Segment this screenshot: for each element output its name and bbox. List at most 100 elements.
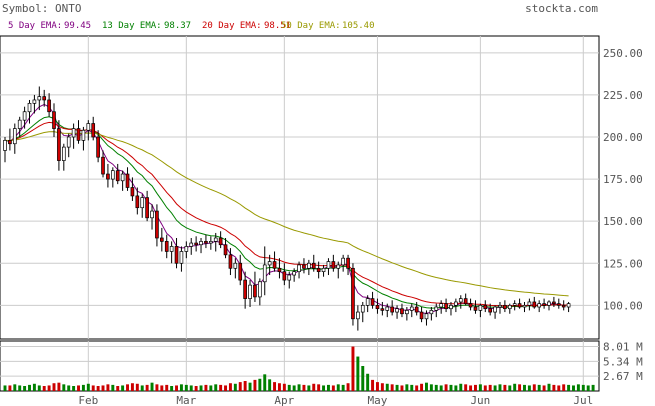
volume-bar <box>204 384 208 391</box>
volume-bar <box>243 381 247 391</box>
volume-bar <box>425 382 428 391</box>
grid <box>0 36 599 391</box>
ema5-label: 5 Day EMA: <box>8 21 62 31</box>
candle-body <box>395 308 399 313</box>
ema13-line <box>4 116 569 309</box>
volume-bar <box>219 384 223 391</box>
price-tick-label: 250.00 <box>603 47 643 60</box>
candle-body <box>400 308 404 315</box>
candle-body <box>160 237 164 242</box>
volume-bar <box>469 385 473 391</box>
volume-bar <box>454 385 458 391</box>
price-tick-label: 175.00 <box>603 173 643 186</box>
candle-body <box>537 303 542 308</box>
candle-body <box>213 237 218 242</box>
candle-body <box>370 298 375 306</box>
candle-body <box>522 304 527 308</box>
candle-body <box>277 267 282 273</box>
candle-body <box>380 308 385 311</box>
volume-bar <box>439 385 443 391</box>
volume-panel-frame <box>0 340 600 392</box>
candle-body <box>135 195 140 209</box>
ema50-value: 105.40 <box>342 21 375 31</box>
volume-bar <box>214 384 218 391</box>
ema5-line <box>4 103 569 314</box>
ema50-line <box>4 131 569 297</box>
volume-bar <box>52 383 56 391</box>
volume-bar <box>57 382 61 391</box>
volume-bar <box>165 384 169 391</box>
volume-bar <box>175 385 178 391</box>
volume-bar <box>478 384 482 391</box>
price-tick-label: 150.00 <box>603 215 643 228</box>
candle-body <box>297 264 301 273</box>
volume-bar <box>224 385 228 391</box>
candle-body <box>375 304 380 310</box>
candle-body <box>179 251 184 264</box>
volume-bar <box>449 384 453 391</box>
candle-body <box>346 257 350 269</box>
candle-body <box>341 257 345 266</box>
candle-body <box>473 306 478 311</box>
candle-body <box>468 303 473 308</box>
candle-body <box>106 173 110 180</box>
volume-bar <box>508 385 512 391</box>
candle-body <box>498 304 502 308</box>
volume-bar <box>228 383 232 391</box>
volume-bar <box>567 384 571 391</box>
month-label: Apr <box>274 394 294 406</box>
volume-bar <box>483 385 487 391</box>
candle-body <box>66 136 71 148</box>
volume-bar <box>444 384 448 391</box>
candle-body <box>316 267 321 273</box>
volume-bar <box>557 385 561 391</box>
candle-body <box>419 311 424 320</box>
volume-bar <box>277 383 281 391</box>
volume-bar <box>199 385 203 391</box>
volume-bar <box>282 383 286 391</box>
candle-body <box>311 262 316 269</box>
month-label: May <box>368 394 388 406</box>
candle-body <box>184 246 189 252</box>
volume-bar <box>317 384 321 391</box>
candle-body <box>272 261 277 269</box>
volume-bar <box>562 384 566 391</box>
ema13-label: 13 Day EMA: <box>102 21 162 31</box>
volume-bar <box>322 385 326 391</box>
volume-bar <box>145 384 149 391</box>
candle-body <box>243 279 247 299</box>
volume-bar <box>111 384 115 391</box>
volume-bar <box>572 385 575 391</box>
candle-body <box>27 102 32 113</box>
volume-bar <box>518 384 522 391</box>
volume-bar <box>126 384 129 391</box>
candle-body <box>390 306 394 313</box>
volume-bar <box>209 385 213 391</box>
volume-bar <box>586 385 590 391</box>
volume-bar <box>86 383 90 391</box>
month-axis: Feb Mar Apr May Jun Jul <box>78 394 593 406</box>
price-axis: 250.00 225.00 200.00 175.00 150.00 125.00 100.… <box>603 47 643 313</box>
candle-body <box>169 246 174 252</box>
candle-body <box>307 262 311 269</box>
volume-bar <box>37 385 41 391</box>
volume-bar <box>576 384 580 391</box>
candle-body <box>458 298 463 303</box>
candle-body <box>233 262 238 269</box>
candle-body <box>8 140 12 145</box>
candle-body <box>507 304 512 310</box>
candle-body <box>140 197 145 209</box>
month-label: Feb <box>78 394 98 406</box>
candle-body <box>174 246 179 264</box>
candle-body <box>512 303 517 306</box>
volume-bar <box>121 385 125 391</box>
candle-body <box>22 111 27 121</box>
volume-bar <box>189 385 193 391</box>
candle-body <box>542 303 546 306</box>
price-tick-label: 125.00 <box>603 257 643 270</box>
volume-bar <box>292 385 296 391</box>
candle-body <box>331 261 336 269</box>
candle-body <box>356 311 360 320</box>
candle-body <box>552 301 556 305</box>
volume-bar <box>331 385 335 391</box>
